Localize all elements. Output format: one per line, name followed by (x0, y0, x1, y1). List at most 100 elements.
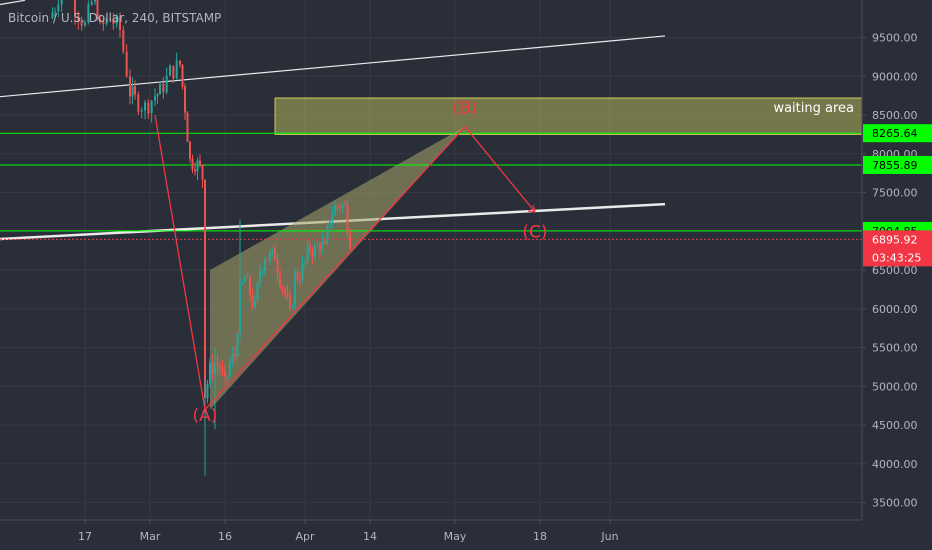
candles (51, 0, 351, 476)
candle-body (99, 18, 101, 23)
candle-body (144, 102, 146, 111)
candle-body (122, 29, 125, 52)
candle-body (226, 375, 229, 377)
wedge-fill (210, 126, 465, 410)
candle-body (90, 1, 93, 5)
candle-body (147, 102, 150, 114)
wave-labels: (A) (B) (C) (193, 98, 548, 426)
candle-body (249, 276, 251, 296)
price-tick-label: 3500.00 (872, 497, 918, 510)
candle-body (264, 259, 266, 271)
candle-body (137, 94, 140, 112)
candle-body (96, 0, 99, 19)
wave-label: (B) (453, 98, 478, 118)
candle-body (102, 22, 105, 24)
candle-body (329, 220, 331, 226)
candle-body (60, 0, 63, 5)
candle-body (219, 365, 221, 369)
candle-body (296, 273, 299, 281)
wedge-pattern[interactable] (210, 126, 465, 410)
price-tick-label: 4000.00 (872, 458, 918, 471)
level-price-tag (863, 124, 932, 143)
candle-body (334, 205, 336, 216)
candle-body (209, 362, 211, 384)
candle-body (236, 333, 239, 357)
candle-body (84, 22, 86, 26)
time-tick-label: Mar (140, 530, 161, 543)
waiting-zone-box (274, 97, 863, 135)
candle-body (259, 271, 261, 283)
countdown-label: 03:43:25 (872, 251, 921, 264)
price-tick-label: 6000.00 (872, 303, 918, 316)
time-tick-label: Apr (295, 530, 315, 543)
candle-body (172, 65, 175, 79)
candle-body (57, 4, 60, 12)
candle-body (204, 179, 206, 194)
candle-body (105, 18, 108, 24)
candle-body (186, 112, 189, 142)
last-price-tag (863, 230, 932, 267)
candle-body (119, 16, 121, 30)
candle-body (165, 75, 168, 93)
candle-body (241, 281, 244, 284)
candle-body (234, 354, 236, 357)
candle-body (349, 233, 351, 250)
candle-body (112, 19, 115, 24)
waiting-zone[interactable]: waiting area (274, 97, 863, 135)
candle-body (286, 293, 289, 298)
candle-body (254, 300, 256, 307)
candle-body (54, 11, 56, 13)
candle-body (314, 245, 316, 257)
candle-body (115, 16, 118, 24)
wave-label: (A) (193, 406, 218, 426)
candle-body (189, 141, 191, 160)
candle-body (181, 64, 184, 87)
wave-arrow-head (527, 204, 536, 213)
price-tick-label: 6500.00 (872, 264, 918, 277)
candle-body (289, 297, 291, 308)
horizontal-levels[interactable] (0, 132, 862, 240)
price-axis[interactable]: 9500.009000.008500.008000.007500.007000.… (861, 0, 932, 550)
price-tick-label: 5500.00 (872, 342, 918, 355)
candle-body (175, 60, 178, 79)
candle-body (184, 86, 186, 113)
time-axis[interactable]: 17 Mar 16 Apr 14 May 18 Jun (0, 519, 862, 550)
candle-body (256, 282, 259, 301)
wave-label: (C) (522, 223, 547, 243)
candle-body (281, 287, 284, 289)
price-tick-label: 7500.00 (872, 187, 918, 200)
symbol-legend[interactable]: Bitcoin / U.S. Dollar, 240, BITSTAMP (8, 11, 221, 25)
candle-body (201, 164, 204, 180)
price-axis-bg (862, 0, 932, 550)
candle-body (244, 277, 246, 282)
price-tick-label: 5000.00 (872, 380, 918, 393)
wave-line (154, 114, 206, 410)
candle-body (251, 295, 254, 307)
candle-body (204, 193, 206, 399)
candle-body (344, 204, 346, 206)
time-tick-label: 14 (363, 530, 377, 543)
level-price-label: 8265.64 (872, 127, 918, 140)
wave-lines[interactable] (154, 114, 536, 411)
trend-line (0, 35, 666, 98)
candle-body (341, 204, 344, 209)
candle-body (284, 288, 286, 294)
price-tick-label: 9000.00 (872, 70, 918, 83)
candle-body (324, 241, 326, 244)
time-tick-label: Jun (600, 530, 618, 543)
candle-body (206, 383, 209, 399)
candle-body (319, 244, 321, 251)
candle-body (231, 354, 234, 362)
wave-line (204, 126, 466, 411)
time-tick-label: May (444, 530, 467, 543)
candle-body (224, 370, 226, 377)
candle-body (269, 253, 271, 260)
candle-body (125, 51, 128, 77)
price-tick-label: 4500.00 (872, 419, 918, 432)
candle-body (316, 244, 319, 246)
candle-body (74, 0, 76, 16)
candle-body (51, 12, 54, 19)
candle-body (311, 250, 314, 257)
